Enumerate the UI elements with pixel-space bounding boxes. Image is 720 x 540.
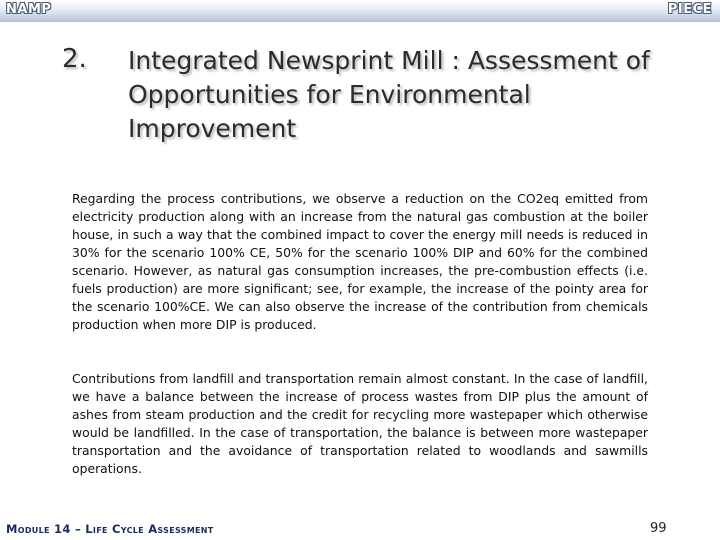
slide-section-number: 2. xyxy=(62,44,87,74)
header-right-label: PIECE xyxy=(667,2,712,17)
header-bar: NAMP PIECE xyxy=(0,0,720,22)
header-left-label: NAMP xyxy=(6,2,52,17)
slide-title: Integrated Newsprint Mill : Assessment o… xyxy=(128,46,650,143)
footer-module-label: Module 14 – Life Cycle Assessment xyxy=(6,522,214,536)
body-paragraph-1: Regarding the process contributions, we … xyxy=(72,191,648,332)
body-paragraph-2: Contributions from landfill and transpor… xyxy=(72,371,648,476)
page-number: 99 xyxy=(650,521,667,536)
